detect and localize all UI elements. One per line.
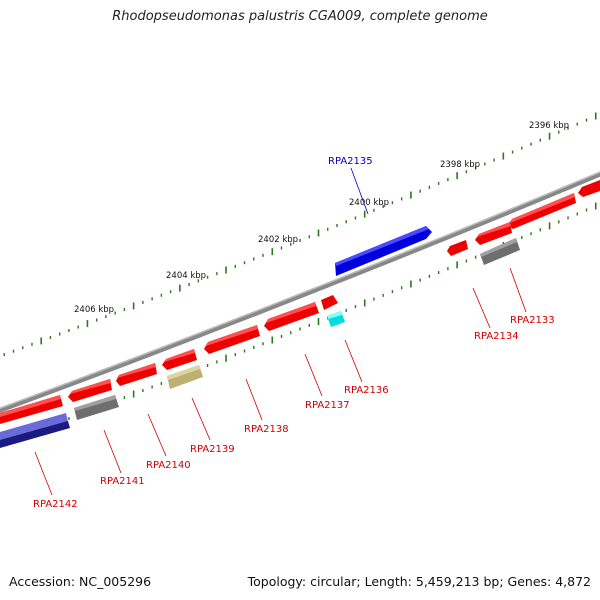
- scale-label-2396: 2396 kbp: [529, 121, 569, 131]
- genome-title: Rhodopseudomonas palustris CGA009, compl…: [112, 9, 488, 24]
- scale-label-2406: 2406 kbp: [74, 305, 114, 315]
- gene-rpa2141-grey[interactable]: [74, 395, 119, 420]
- accession-text: Accession: NC_005296: [9, 574, 152, 589]
- scale-label-2398: 2398 kbp: [440, 160, 480, 170]
- scale-label-2400: 2400 kbp: [349, 198, 389, 208]
- gene-label-rpa2139[interactable]: RPA2139: [190, 444, 235, 455]
- gene-label-rpa2140[interactable]: RPA2140: [146, 460, 191, 471]
- gene-rpa2133-red[interactable]: [508, 193, 576, 229]
- gene-rpa2138-red[interactable]: [204, 325, 260, 354]
- genome-backbone-highlight: [0, 171, 600, 409]
- gene-label-rpa2137[interactable]: RPA2137: [305, 400, 350, 411]
- upper-tick-track: [3, 112, 597, 357]
- gene-rpa2134-red[interactable]: [475, 222, 512, 245]
- scale-label-2404: 2404 kbp: [166, 271, 206, 281]
- gene-rpa2139-olive[interactable]: [167, 365, 203, 389]
- gene-top-right-red[interactable]: [578, 180, 600, 197]
- gene-label-rpa2142[interactable]: RPA2142: [33, 499, 78, 510]
- genome-backbone: [0, 171, 600, 413]
- gene-label-rpa2133[interactable]: RPA2133: [510, 315, 555, 326]
- gene-label-rpa2135[interactable]: RPA2135: [328, 156, 373, 167]
- gene-rpa2142-blue[interactable]: [0, 413, 70, 448]
- gene-rpa2139-red[interactable]: [162, 349, 197, 370]
- gene-label-rpa2138[interactable]: RPA2138: [244, 424, 289, 435]
- gene-label-rpa2136[interactable]: RPA2136: [344, 385, 389, 396]
- gene-rpa2136-red[interactable]: [321, 295, 338, 310]
- gene-rpa2137-red[interactable]: [264, 302, 319, 331]
- gene-rpa2142-red[interactable]: [0, 395, 63, 424]
- label-leader-lines: [34, 167, 527, 496]
- gene-small-red-1[interactable]: [447, 240, 468, 256]
- gene-rpa2141-red[interactable]: [68, 379, 112, 402]
- gene-rpa2136-cyan[interactable]: [327, 311, 345, 327]
- gene-rpa2140-red[interactable]: [116, 363, 157, 386]
- gene-label-rpa2141[interactable]: RPA2141: [100, 476, 145, 487]
- gene-label-rpa2134[interactable]: RPA2134: [474, 331, 519, 342]
- scale-label-2402: 2402 kbp: [258, 235, 298, 245]
- gene-rpa2133-grey[interactable]: [480, 238, 520, 265]
- gene-rpa2135[interactable]: [335, 226, 432, 276]
- topology-summary-text: Topology: circular; Length: 5,459,213 bp…: [247, 574, 591, 589]
